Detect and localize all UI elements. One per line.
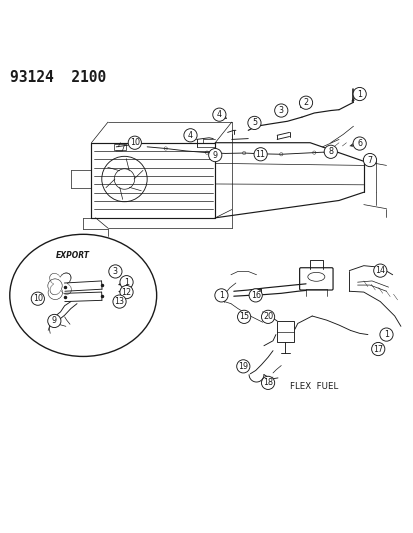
Text: 3: 3 <box>278 106 283 115</box>
Text: 12: 12 <box>121 288 131 296</box>
Circle shape <box>379 328 392 341</box>
Circle shape <box>261 376 274 390</box>
Circle shape <box>373 264 386 277</box>
Text: 19: 19 <box>237 362 248 371</box>
Text: 93124  2100: 93124 2100 <box>10 70 106 85</box>
Circle shape <box>120 286 133 298</box>
Text: 16: 16 <box>250 291 260 300</box>
Bar <box>276 321 293 342</box>
Text: 7: 7 <box>366 156 372 165</box>
Text: 13: 13 <box>114 297 124 306</box>
Circle shape <box>352 87 366 101</box>
Text: 4: 4 <box>216 110 221 119</box>
Text: 2: 2 <box>303 98 308 107</box>
Circle shape <box>128 136 141 149</box>
Text: EXPORT: EXPORT <box>56 251 90 260</box>
Text: 6: 6 <box>356 139 361 148</box>
Text: 9: 9 <box>52 317 57 326</box>
Text: 1: 1 <box>124 278 129 287</box>
Circle shape <box>299 96 312 109</box>
Text: FLEX  FUEL: FLEX FUEL <box>290 382 337 391</box>
Circle shape <box>236 360 249 373</box>
Text: 10: 10 <box>33 294 43 303</box>
Text: 15: 15 <box>238 312 249 321</box>
Circle shape <box>47 314 61 328</box>
Text: 17: 17 <box>372 344 382 353</box>
Circle shape <box>352 137 366 150</box>
Circle shape <box>249 289 262 302</box>
Text: 18: 18 <box>262 378 273 387</box>
Text: 3: 3 <box>113 267 118 276</box>
Circle shape <box>247 116 261 130</box>
Text: 1: 1 <box>218 291 223 300</box>
Text: 5: 5 <box>251 118 256 127</box>
Text: 4: 4 <box>188 131 192 140</box>
Circle shape <box>254 148 267 161</box>
Text: 1: 1 <box>383 330 388 339</box>
Circle shape <box>183 128 197 142</box>
Circle shape <box>323 145 337 158</box>
Circle shape <box>208 149 221 161</box>
Circle shape <box>363 154 376 167</box>
Text: 9: 9 <box>212 151 217 159</box>
Circle shape <box>237 310 250 324</box>
Text: 11: 11 <box>255 150 265 159</box>
Circle shape <box>274 104 287 117</box>
Text: 14: 14 <box>375 266 385 275</box>
Circle shape <box>120 276 133 289</box>
Text: 20: 20 <box>262 312 273 321</box>
Circle shape <box>261 310 274 324</box>
Circle shape <box>113 295 126 308</box>
Circle shape <box>371 342 384 356</box>
Circle shape <box>214 289 228 302</box>
Text: 1: 1 <box>356 90 361 99</box>
Ellipse shape <box>10 235 156 357</box>
Circle shape <box>212 108 225 122</box>
Text: 10: 10 <box>130 138 140 147</box>
Circle shape <box>31 292 44 305</box>
Text: 8: 8 <box>328 147 332 156</box>
Circle shape <box>109 265 122 278</box>
